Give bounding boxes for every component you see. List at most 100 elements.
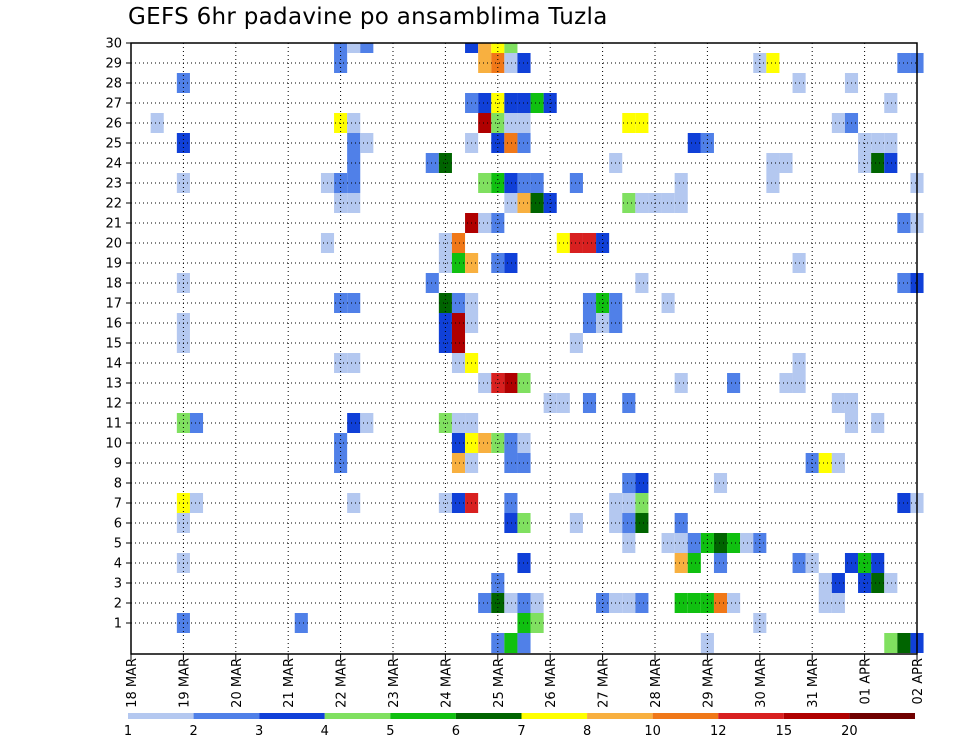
heatmap-cell: [150, 113, 164, 133]
heatmap-cell: [871, 573, 885, 593]
y-tick-label: 23: [105, 177, 122, 192]
y-tick-label: 20: [105, 237, 122, 252]
heatmap-cell: [347, 413, 361, 433]
heatmap-cell: [478, 433, 492, 453]
heatmap-cell: [779, 153, 793, 173]
heatmap-cell: [884, 573, 898, 593]
x-tick-label: 20 MAR: [230, 658, 245, 708]
y-tick-label: 24: [105, 157, 122, 172]
colorbar-label: 5: [386, 724, 394, 739]
heatmap-cell: [635, 593, 649, 613]
x-tick-label: 19 MAR: [177, 658, 192, 708]
y-tick-label: 7: [114, 497, 122, 512]
chart-title: GEFS 6hr padavine po ansamblima Tuzla: [128, 4, 608, 30]
heatmap-cell: [831, 573, 845, 593]
heatmap-cell: [530, 193, 544, 213]
heatmap-cell: [347, 493, 361, 513]
heatmap-cell: [451, 453, 466, 473]
heatmap-cell: [530, 93, 544, 113]
heatmap-cell: [831, 453, 845, 473]
x-tick-label: 27 MAR: [597, 658, 612, 708]
x-tick-label: 02 APR: [911, 658, 926, 704]
heatmap-cell: [674, 193, 688, 213]
x-tick-label: 23 MAR: [387, 658, 402, 708]
colorbar-label: 4: [321, 724, 329, 739]
heatmap-cell: [569, 233, 583, 253]
x-tick-label: 30 MAR: [754, 658, 769, 708]
heatmap-cell: [347, 293, 361, 313]
heatmap-cell: [661, 533, 675, 553]
colorbar-swatch: [455, 713, 522, 719]
heatmap-cell: [451, 413, 466, 433]
heatmap-cell: [360, 413, 374, 433]
heatmap-cell: [451, 253, 466, 273]
colorbar-label: 6: [452, 724, 460, 739]
heatmap-cell: [504, 53, 518, 73]
colorbar-label: 3: [255, 724, 263, 739]
heatmap-cell: [569, 513, 583, 533]
y-tick-label: 1: [114, 617, 122, 632]
heatmap-cell: [687, 553, 701, 573]
heatmap-cell: [635, 273, 649, 293]
heatmap-cell: [478, 173, 492, 193]
y-tick-label: 5: [114, 537, 122, 552]
plot-frame-rect: [130, 42, 918, 655]
heatmap-cell: [504, 593, 518, 613]
heatmap-cell: [622, 513, 636, 533]
heatmap-cell: [622, 533, 636, 553]
heatmap-cell: [818, 453, 832, 473]
heatmap-cell: [622, 393, 636, 413]
heatmap-cell: [504, 93, 518, 113]
heatmap-cell: [674, 593, 688, 613]
x-tick-label: 26 MAR: [544, 658, 559, 708]
heatmap-cell: [451, 233, 466, 253]
colorbar-swatch: [587, 713, 653, 719]
heatmap-cell: [674, 373, 688, 393]
y-tick-label: 17: [105, 297, 122, 312]
x-tick-label: 28 MAR: [649, 658, 664, 708]
heatmap-cell: [622, 193, 636, 213]
y-tick-label: 30: [105, 37, 122, 52]
colorbar-label: 15: [776, 724, 793, 739]
heatmap-cell: [504, 373, 518, 393]
heatmap-cell: [713, 553, 728, 573]
colorbar-swatch: [259, 713, 325, 719]
colorbar-swatch: [521, 713, 588, 719]
heatmap-cell: [779, 373, 793, 393]
x-tick-label: 22 MAR: [335, 658, 350, 708]
heatmap-cell: [347, 353, 361, 373]
heatmap-cell: [661, 193, 675, 213]
y-tick-label: 9: [114, 457, 122, 472]
x-tick-label: 01 APR: [859, 658, 874, 704]
heatmap-cell: [582, 393, 597, 413]
heatmap-cell: [504, 513, 518, 533]
heatmap-cell: [569, 173, 583, 193]
heatmap-cell: [478, 53, 492, 73]
heatmap-cell: [727, 373, 741, 393]
heatmap-cell: [189, 493, 204, 513]
y-tick-label: 26: [105, 117, 122, 132]
heatmap-cell: [687, 133, 701, 153]
heatmap-cell: [347, 133, 361, 153]
heatmap-cell: [451, 293, 466, 313]
heatmap-cell: [740, 533, 754, 553]
heatmap-cell: [871, 553, 885, 573]
heatmap-cell: [504, 493, 518, 513]
y-tick-label: 2: [114, 597, 122, 612]
heatmap-cell: [582, 313, 597, 333]
heatmap-cell: [674, 173, 688, 193]
heatmap-cell: [831, 393, 845, 413]
heatmap-cell: [478, 43, 492, 53]
heatmap-cell: [347, 193, 361, 213]
x-axis: 18 MAR 19 MAR 20 MAR 21 MAR 22 MAR 23 MAR 24 M…: [125, 654, 926, 708]
heatmap-cell: [831, 113, 845, 133]
heatmap-cell: [622, 593, 636, 613]
heatmap-cell: [504, 453, 518, 473]
heatmap-cell: [635, 113, 649, 133]
colorbar-label: 8: [583, 724, 591, 739]
heatmap-cell: [635, 473, 649, 493]
heatmap-cell: [347, 113, 361, 133]
heatmap-cell: [635, 513, 649, 533]
heatmap-cell: [674, 553, 688, 573]
heatmap-cell: [635, 193, 649, 213]
